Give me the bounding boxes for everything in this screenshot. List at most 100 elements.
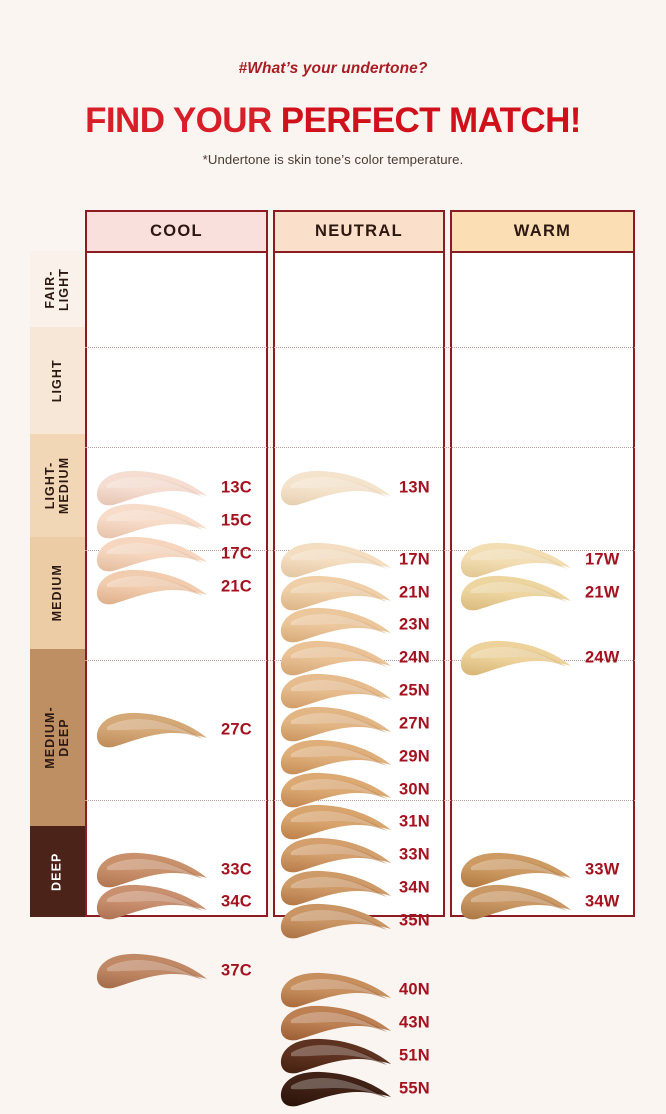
- foundation-smear-icon: [280, 673, 391, 709]
- shade-code-label: 13N: [399, 478, 430, 497]
- shade-code-label: 17W: [585, 550, 620, 569]
- shade-code-label: 34N: [399, 878, 430, 897]
- shade-swatch-row[interactable]: 40N: [277, 970, 441, 1010]
- shade-swatch-row[interactable]: 13C: [93, 468, 265, 508]
- foundation-smear-icon: [96, 503, 207, 539]
- shade-swatch-row[interactable]: 17N: [277, 540, 441, 580]
- shade-code-label: 21W: [585, 583, 620, 602]
- column-header-neutral: NEUTRAL: [275, 212, 443, 253]
- row-separator: [85, 800, 635, 801]
- shade-smear: [277, 737, 395, 777]
- column-warm: WARM: [450, 210, 635, 917]
- footnote-text: *Undertone is skin tone’s color temperat…: [202, 152, 464, 167]
- shade-swatch-row[interactable]: 24W: [457, 638, 632, 678]
- shade-smear: [93, 710, 211, 750]
- shade-swatch-row[interactable]: 25N: [277, 671, 441, 711]
- shade-smear: [277, 835, 395, 875]
- shade-swatch-row[interactable]: 27N: [277, 704, 441, 744]
- shade-smear: [277, 802, 395, 842]
- shade-code-label: 25N: [399, 681, 430, 700]
- shade-swatch-row[interactable]: 21W: [457, 573, 632, 613]
- shade-swatch-row[interactable]: 34W: [457, 882, 632, 922]
- shade-swatch-row[interactable]: 23N: [277, 605, 441, 645]
- shade-swatch-row[interactable]: 27C: [93, 710, 265, 750]
- foundation-smear-icon: [96, 953, 207, 989]
- shade-smear: [93, 850, 211, 890]
- foundation-smear-icon: [280, 804, 391, 840]
- tone-band-label: FAIR- LIGHT: [43, 267, 71, 311]
- shade-swatch-row[interactable]: 15C: [93, 501, 265, 541]
- shade-code-label: 34C: [221, 892, 252, 911]
- shade-smear: [93, 567, 211, 607]
- shade-chart: COOL NEUTRAL WARM 13C: [85, 210, 635, 1107]
- foundation-smear-icon: [96, 470, 207, 506]
- shade-swatch-row[interactable]: 29N: [277, 737, 441, 777]
- shade-code-label: 43N: [399, 1013, 430, 1032]
- shade-swatch-row[interactable]: 21N: [277, 573, 441, 613]
- shade-smear: [277, 770, 395, 810]
- tone-band-light-medium: LIGHT- MEDIUM: [30, 434, 85, 537]
- shade-swatch-row[interactable]: 13N: [277, 468, 441, 508]
- shade-swatch-row[interactable]: 31N: [277, 802, 441, 842]
- shade-smear: [277, 638, 395, 678]
- shade-code-label: 27N: [399, 714, 430, 733]
- shade-smear: [277, 901, 395, 941]
- foundation-smear-icon: [280, 837, 391, 873]
- shade-swatch-row[interactable]: 17C: [93, 534, 265, 574]
- page-title-part1: FIND YOUR: [85, 101, 281, 140]
- page-title-part2: PERFECT MATCH!: [280, 101, 582, 140]
- shade-code-label: 29N: [399, 747, 430, 766]
- row-separator: [85, 447, 635, 448]
- tone-band-deep: DEEP: [30, 826, 85, 917]
- shade-code-label: 17N: [399, 550, 430, 569]
- tone-band-medium: MEDIUM: [30, 537, 85, 649]
- shade-swatch-row[interactable]: 35N: [277, 901, 441, 941]
- foundation-smear-icon: [96, 569, 207, 605]
- tone-band-label: MEDIUM: [49, 564, 64, 622]
- shade-code-label: 34W: [585, 892, 620, 911]
- tone-band-fair-light: FAIR- LIGHT: [30, 251, 85, 327]
- foundation-smear-icon: [460, 542, 571, 578]
- shade-code-label: 33C: [221, 860, 252, 879]
- shade-smear: [457, 850, 575, 890]
- shade-code-label: 40N: [399, 980, 430, 999]
- row-separator: [85, 550, 635, 551]
- shade-code-label: 55N: [399, 1079, 430, 1098]
- shade-swatch-row[interactable]: 17W: [457, 540, 632, 580]
- shade-code-label: 24N: [399, 648, 430, 667]
- foundation-smear-icon: [280, 470, 391, 506]
- shade-smear: [277, 671, 395, 711]
- shade-smear: [457, 573, 575, 613]
- shade-smear: [277, 540, 395, 580]
- column-header-warm: WARM: [452, 212, 633, 253]
- shade-swatch-row[interactable]: 37C: [93, 951, 265, 991]
- shade-swatch-row[interactable]: 24N: [277, 638, 441, 678]
- shade-smear: [457, 882, 575, 922]
- tone-band-light: LIGHT: [30, 327, 85, 434]
- shade-swatch-row[interactable]: 55N: [277, 1069, 441, 1109]
- shade-swatch-row[interactable]: 33C: [93, 850, 265, 890]
- foundation-smear-icon: [96, 712, 207, 748]
- shade-smear: [277, 868, 395, 908]
- foundation-smear-icon: [280, 972, 391, 1008]
- tone-band-medium-deep: MEDIUM- DEEP: [30, 649, 85, 826]
- shade-swatch-row[interactable]: 34C: [93, 882, 265, 922]
- tone-band-label: LIGHT- MEDIUM: [43, 456, 71, 515]
- foundation-smear-icon: [280, 575, 391, 611]
- shade-swatch-row[interactable]: 33N: [277, 835, 441, 875]
- foundation-smear-icon: [280, 542, 391, 578]
- shade-swatch-row[interactable]: 21C: [93, 567, 265, 607]
- foundation-smear-icon: [96, 852, 207, 888]
- shade-code-label: 13C: [221, 478, 252, 497]
- shade-swatch-row[interactable]: 34N: [277, 868, 441, 908]
- shade-code-label: 31N: [399, 812, 430, 831]
- shade-smear: [93, 882, 211, 922]
- shade-swatch-row[interactable]: 30N: [277, 770, 441, 810]
- foundation-smear-icon: [460, 852, 571, 888]
- shade-code-label: 24W: [585, 648, 620, 667]
- hashtag-tagline: #What’s your undertone?: [238, 60, 428, 77]
- shade-smear: [277, 605, 395, 645]
- page-title: FIND YOUR PERFECT MATCH!: [0, 101, 666, 141]
- tone-band-label: LIGHT: [49, 359, 64, 402]
- shade-swatch-row[interactable]: 33W: [457, 850, 632, 890]
